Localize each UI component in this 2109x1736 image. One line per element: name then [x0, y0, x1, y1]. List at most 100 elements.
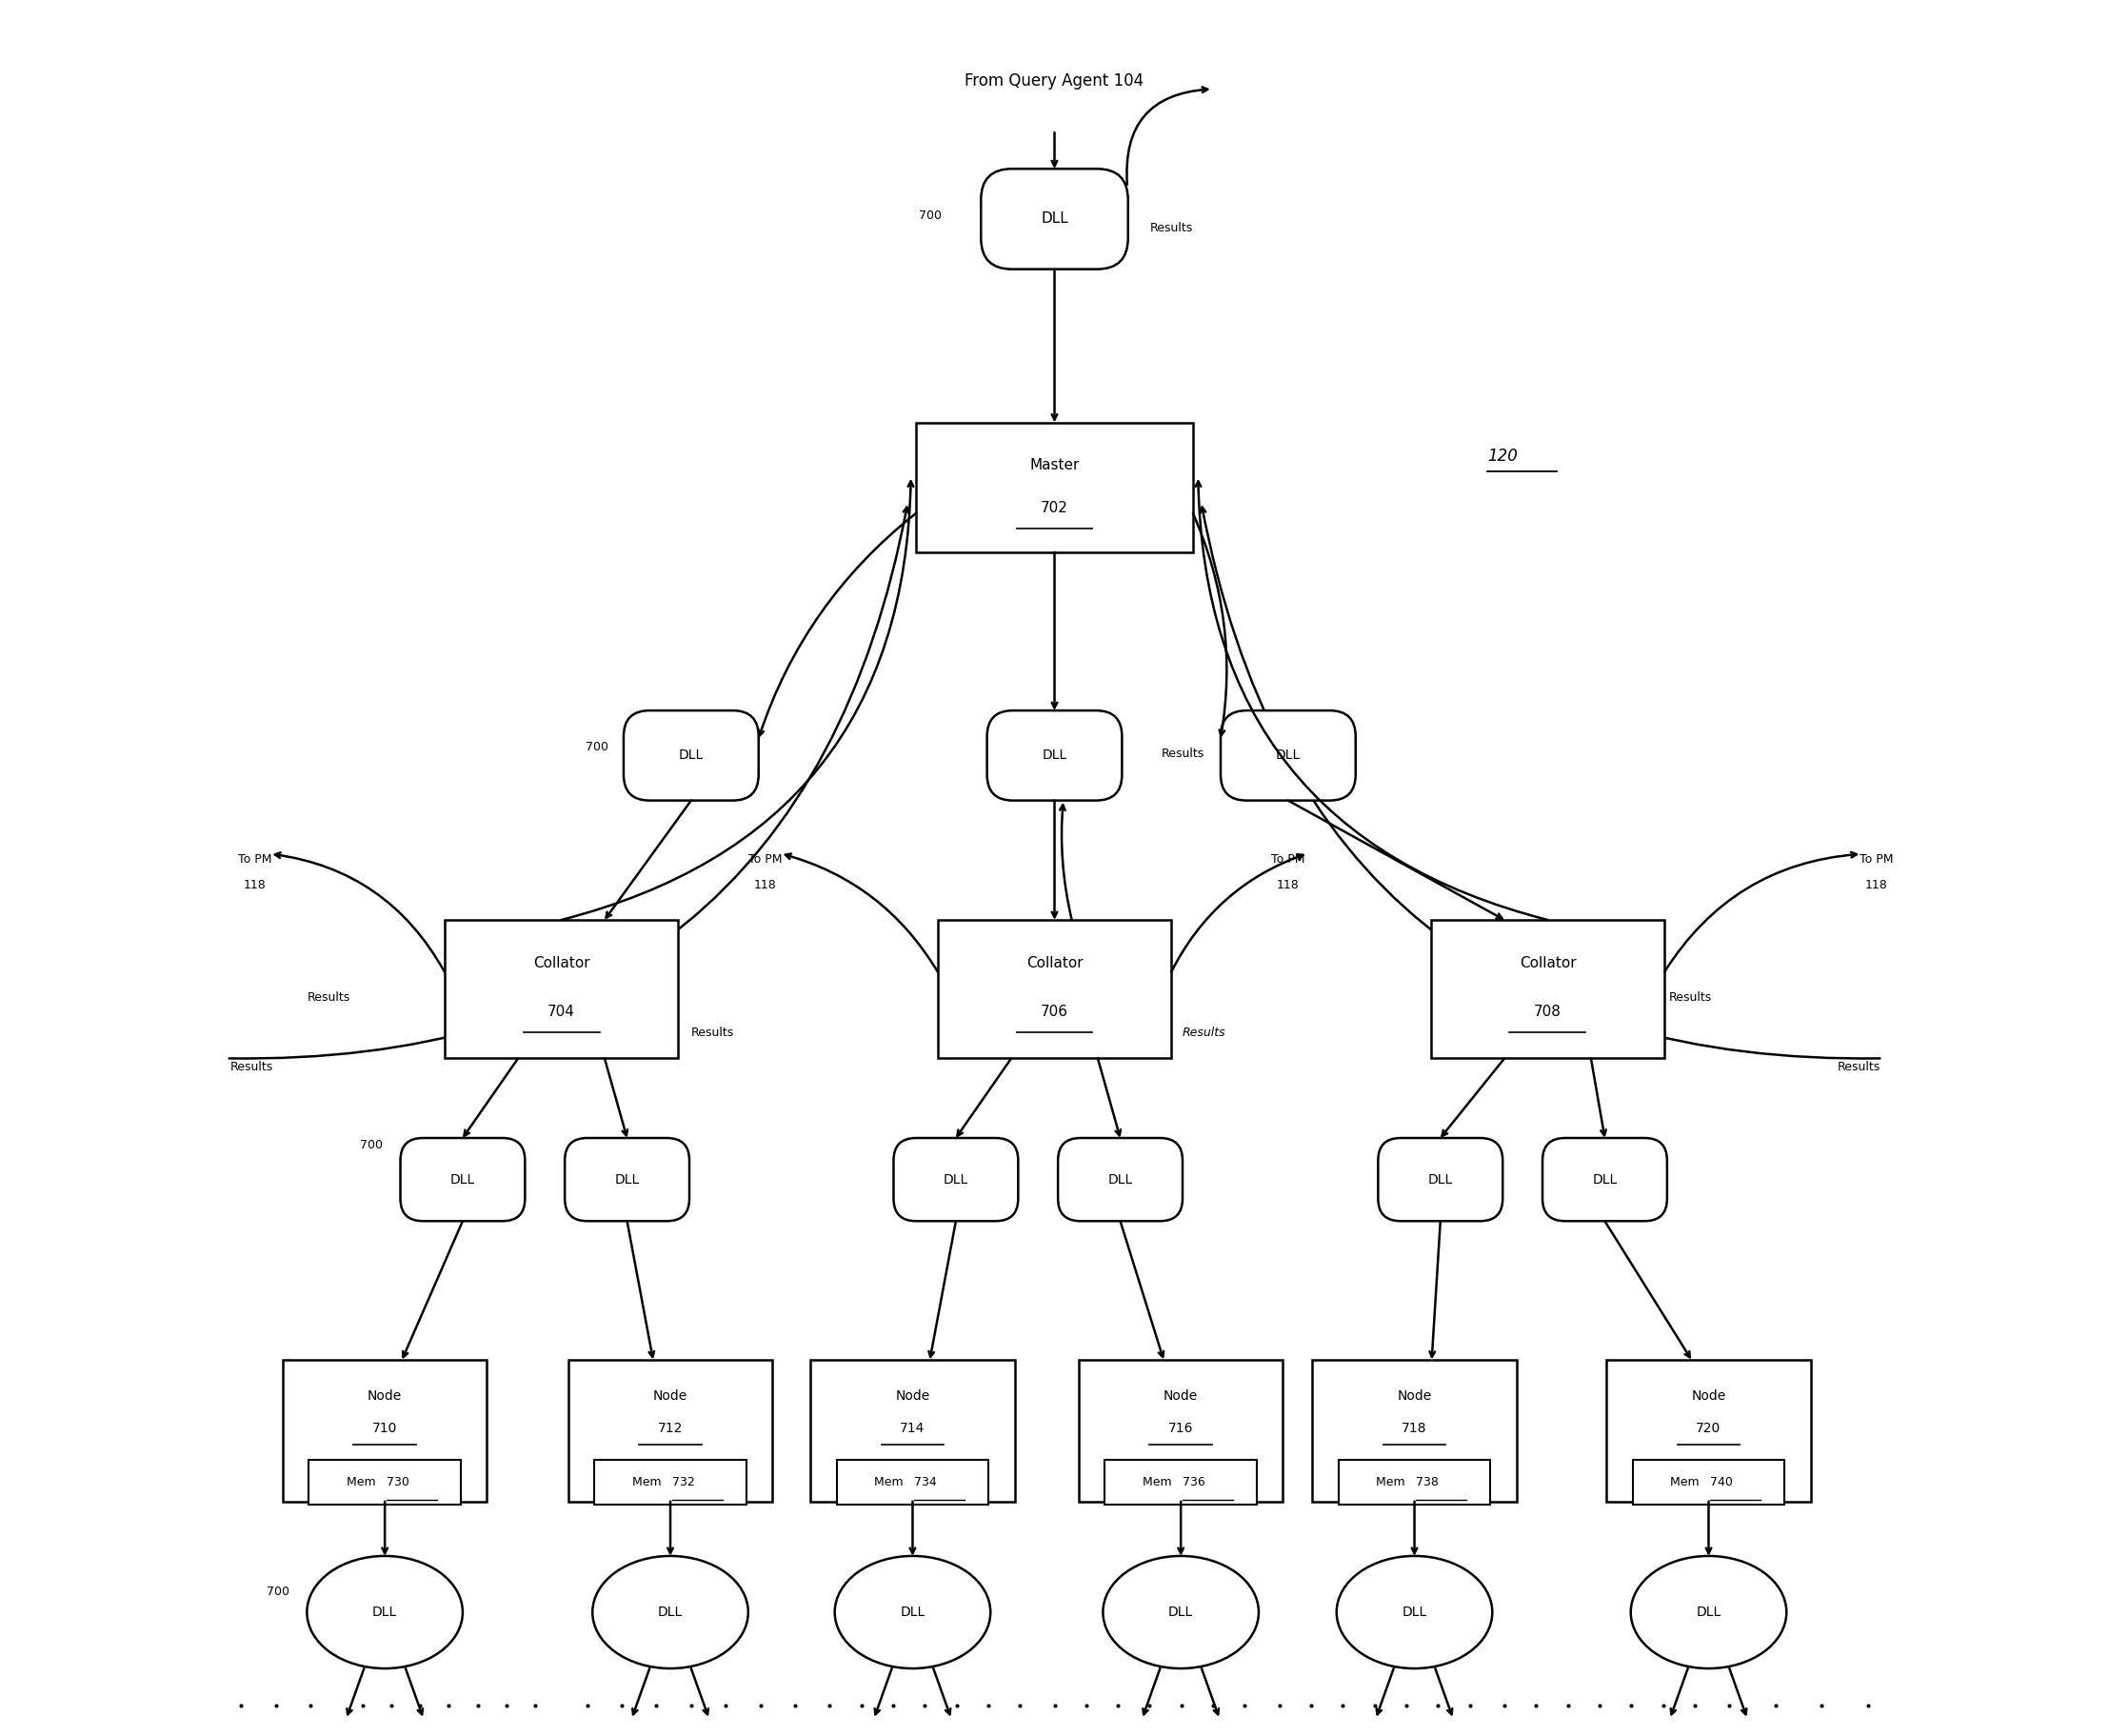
- Text: 736: 736: [1183, 1476, 1204, 1488]
- Text: DLL: DLL: [679, 748, 704, 762]
- Bar: [939, 920, 1170, 1059]
- Text: 120: 120: [1487, 448, 1518, 465]
- Bar: [810, 1359, 1014, 1502]
- Text: DLL: DLL: [658, 1606, 683, 1620]
- Text: Node: Node: [1691, 1389, 1725, 1403]
- Text: 720: 720: [1696, 1422, 1721, 1436]
- Text: Results: Results: [1183, 1026, 1225, 1038]
- Text: 714: 714: [901, 1422, 926, 1436]
- Text: Results: Results: [1668, 991, 1713, 1003]
- Text: 710: 710: [373, 1422, 396, 1436]
- Bar: [1105, 1460, 1257, 1505]
- FancyBboxPatch shape: [1221, 710, 1356, 800]
- Text: To PM: To PM: [1272, 852, 1305, 866]
- Text: Collator: Collator: [534, 957, 591, 970]
- Ellipse shape: [1103, 1555, 1259, 1668]
- Text: Collator: Collator: [1027, 957, 1082, 970]
- Text: 708: 708: [1533, 1005, 1561, 1019]
- Text: 706: 706: [1040, 1005, 1069, 1019]
- FancyBboxPatch shape: [1377, 1139, 1504, 1220]
- Text: Mem: Mem: [346, 1476, 380, 1488]
- FancyBboxPatch shape: [894, 1139, 1019, 1220]
- FancyBboxPatch shape: [1059, 1139, 1183, 1220]
- Text: 738: 738: [1415, 1476, 1438, 1488]
- Text: DLL: DLL: [373, 1606, 396, 1620]
- Text: DLL: DLL: [1592, 1174, 1618, 1186]
- Text: Node: Node: [896, 1389, 930, 1403]
- Ellipse shape: [1337, 1555, 1493, 1668]
- FancyBboxPatch shape: [987, 710, 1122, 800]
- Ellipse shape: [835, 1555, 991, 1668]
- Bar: [1607, 1359, 1812, 1502]
- Text: Results: Results: [1837, 1061, 1881, 1073]
- Bar: [445, 920, 679, 1059]
- Text: 118: 118: [245, 878, 266, 892]
- Text: DLL: DLL: [614, 1174, 639, 1186]
- Text: 704: 704: [548, 1005, 576, 1019]
- Text: Node: Node: [367, 1389, 403, 1403]
- Text: DLL: DLL: [1042, 748, 1067, 762]
- Bar: [1430, 920, 1664, 1059]
- Text: Node: Node: [1396, 1389, 1432, 1403]
- Text: Results: Results: [1162, 748, 1204, 760]
- Text: Results: Results: [1149, 222, 1194, 234]
- Text: Results: Results: [230, 1061, 272, 1073]
- Ellipse shape: [308, 1555, 462, 1668]
- Text: 732: 732: [673, 1476, 694, 1488]
- Text: Master: Master: [1029, 458, 1080, 472]
- Text: DLL: DLL: [1276, 748, 1301, 762]
- Text: DLL: DLL: [449, 1174, 475, 1186]
- Text: Mem: Mem: [875, 1476, 907, 1488]
- Text: 118: 118: [1864, 878, 1888, 892]
- Text: 718: 718: [1402, 1422, 1428, 1436]
- Text: 700: 700: [266, 1585, 289, 1597]
- Text: DLL: DLL: [1168, 1606, 1194, 1620]
- Bar: [1632, 1460, 1784, 1505]
- Text: Collator: Collator: [1518, 957, 1575, 970]
- Bar: [915, 422, 1194, 552]
- Text: DLL: DLL: [943, 1174, 968, 1186]
- Text: 700: 700: [920, 210, 943, 222]
- Text: Mem: Mem: [1143, 1476, 1175, 1488]
- Bar: [1078, 1359, 1282, 1502]
- Text: 118: 118: [755, 878, 776, 892]
- Text: DLL: DLL: [1402, 1606, 1428, 1620]
- Bar: [1339, 1460, 1491, 1505]
- Text: To PM: To PM: [1860, 852, 1894, 866]
- Text: DLL: DLL: [1696, 1606, 1721, 1620]
- FancyBboxPatch shape: [981, 168, 1128, 269]
- Bar: [595, 1460, 747, 1505]
- Text: To PM: To PM: [238, 852, 272, 866]
- Text: 118: 118: [1276, 878, 1299, 892]
- Text: 730: 730: [386, 1476, 409, 1488]
- Text: From Query Agent 104: From Query Agent 104: [966, 71, 1143, 89]
- Text: Results: Results: [308, 991, 350, 1003]
- Bar: [567, 1359, 772, 1502]
- Text: 702: 702: [1040, 502, 1069, 516]
- Text: 712: 712: [658, 1422, 683, 1436]
- Bar: [308, 1460, 462, 1505]
- Text: Mem: Mem: [1670, 1476, 1704, 1488]
- Text: 716: 716: [1168, 1422, 1194, 1436]
- Text: 734: 734: [915, 1476, 936, 1488]
- Bar: [283, 1359, 487, 1502]
- Text: DLL: DLL: [1428, 1174, 1453, 1186]
- Text: Node: Node: [1164, 1389, 1198, 1403]
- Ellipse shape: [593, 1555, 749, 1668]
- Ellipse shape: [1630, 1555, 1786, 1668]
- Text: Mem: Mem: [633, 1476, 664, 1488]
- Bar: [1312, 1359, 1516, 1502]
- Text: Results: Results: [692, 1026, 734, 1038]
- FancyBboxPatch shape: [401, 1139, 525, 1220]
- Text: Node: Node: [654, 1389, 688, 1403]
- FancyBboxPatch shape: [1542, 1139, 1666, 1220]
- FancyBboxPatch shape: [565, 1139, 690, 1220]
- Text: Mem: Mem: [1377, 1476, 1409, 1488]
- Text: DLL: DLL: [901, 1606, 926, 1620]
- FancyBboxPatch shape: [624, 710, 759, 800]
- Text: 700: 700: [584, 741, 607, 753]
- Text: DLL: DLL: [1042, 212, 1067, 226]
- Bar: [837, 1460, 989, 1505]
- Text: To PM: To PM: [749, 852, 782, 866]
- Text: 700: 700: [359, 1139, 382, 1151]
